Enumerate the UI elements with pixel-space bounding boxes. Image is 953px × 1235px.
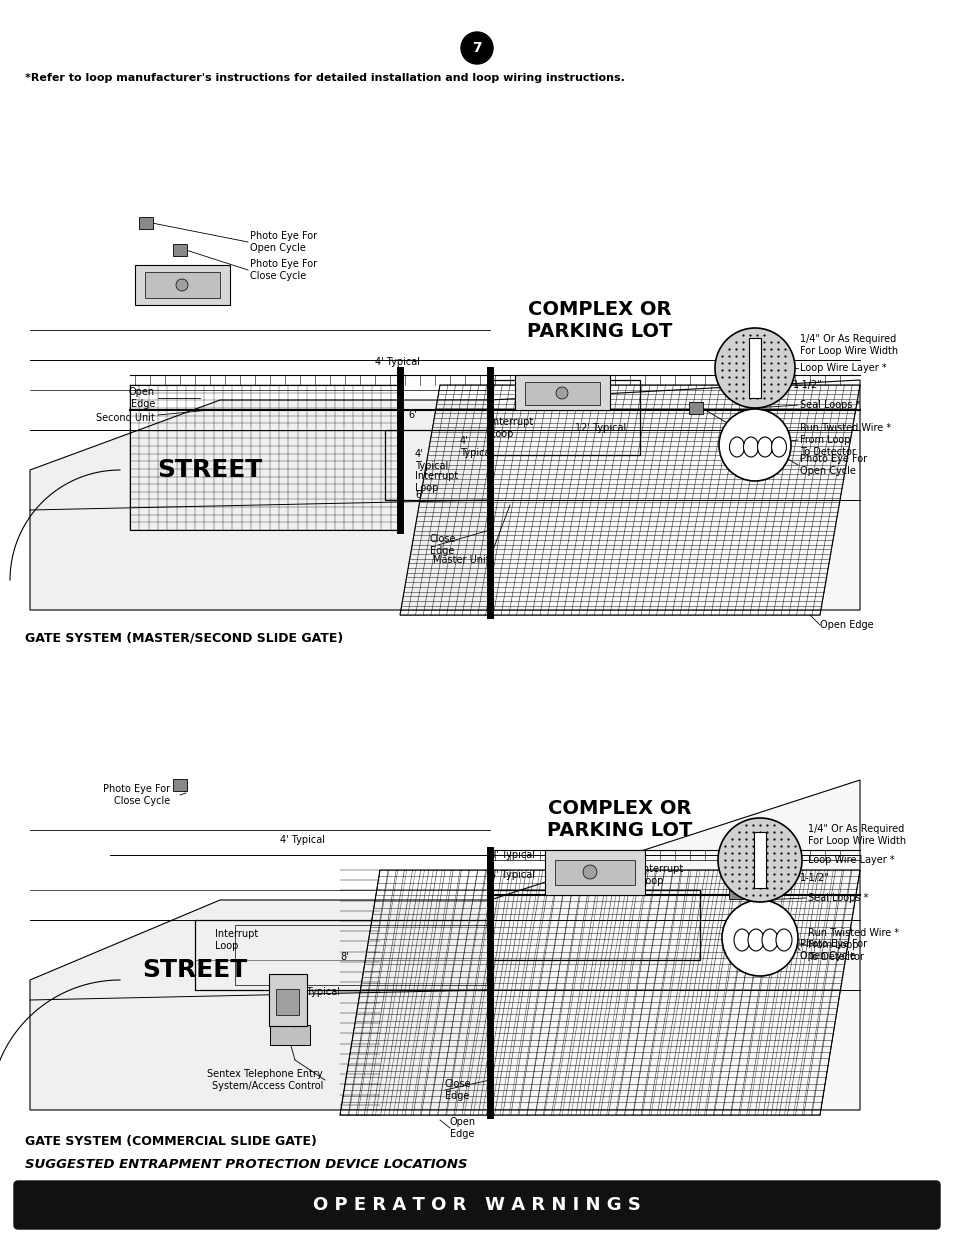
FancyBboxPatch shape [276, 989, 299, 1015]
Text: 1-1/2": 1-1/2" [800, 873, 829, 883]
Text: Photo Eye For
Close Cycle: Photo Eye For Close Cycle [250, 259, 316, 280]
Polygon shape [555, 860, 635, 885]
Text: Interrupt
Loop: Interrupt Loop [214, 929, 258, 951]
FancyBboxPatch shape [688, 403, 702, 414]
Polygon shape [135, 266, 230, 305]
Circle shape [721, 900, 797, 976]
Polygon shape [524, 382, 599, 405]
Circle shape [582, 864, 597, 879]
Text: Interrupt
Loop: Interrupt Loop [639, 864, 682, 885]
Text: 4' Typical: 4' Typical [280, 835, 325, 845]
Polygon shape [30, 900, 490, 1110]
FancyBboxPatch shape [172, 779, 187, 790]
Text: 4' Typical: 4' Typical [490, 869, 535, 881]
FancyBboxPatch shape [139, 217, 152, 228]
FancyBboxPatch shape [172, 245, 187, 256]
Ellipse shape [775, 929, 791, 951]
Text: 4' Typical: 4' Typical [375, 357, 419, 367]
FancyBboxPatch shape [728, 887, 742, 899]
Text: Master Unit: Master Unit [433, 555, 490, 564]
Ellipse shape [729, 437, 743, 457]
Text: Photo Eye For
Open Cycle: Photo Eye For Open Cycle [800, 454, 866, 475]
Text: 6': 6' [415, 490, 423, 500]
Text: Open
Edge: Open Edge [450, 1118, 476, 1139]
Text: Seal Loops *: Seal Loops * [807, 893, 867, 903]
Ellipse shape [757, 437, 772, 457]
Text: SUGGESTED ENTRAPMENT PROTECTION DEVICE LOCATIONS: SUGGESTED ENTRAPMENT PROTECTION DEVICE L… [25, 1158, 467, 1172]
Text: 6': 6' [408, 410, 416, 420]
Ellipse shape [733, 929, 749, 951]
Text: 8': 8' [339, 952, 348, 962]
Text: 4' Typical: 4' Typical [294, 987, 339, 997]
Ellipse shape [742, 437, 758, 457]
Text: Interrupt
Loop: Interrupt Loop [490, 417, 533, 438]
Text: 1/4" Or As Required
For Loop Wire Width: 1/4" Or As Required For Loop Wire Width [807, 824, 905, 846]
Text: 7: 7 [472, 41, 481, 56]
Text: Open Edge: Open Edge [820, 620, 873, 630]
Text: COMPLEX OR
PARKING LOT: COMPLEX OR PARKING LOT [547, 799, 692, 841]
Text: Sentex Telephone Entry
System/Access Control: Sentex Telephone Entry System/Access Con… [207, 1070, 323, 1091]
Text: Loop Wire Layer *: Loop Wire Layer * [807, 855, 894, 864]
Text: 12' Typical: 12' Typical [575, 424, 625, 433]
Text: Photo Eye For
Close Cycle: Photo Eye For Close Cycle [103, 784, 170, 805]
FancyBboxPatch shape [748, 338, 760, 398]
Text: STREET: STREET [157, 458, 262, 482]
Text: Close
Edge: Close Edge [444, 1079, 471, 1100]
Polygon shape [145, 272, 220, 298]
Text: Open
Edge: Open Edge [129, 388, 154, 409]
Ellipse shape [771, 437, 785, 457]
Text: Run Twisted Wire *
From Loop
To Detector: Run Twisted Wire * From Loop To Detector [800, 424, 890, 457]
Circle shape [714, 329, 794, 408]
Circle shape [175, 279, 188, 291]
Polygon shape [515, 375, 609, 410]
Text: COMPLEX OR
PARKING LOT: COMPLEX OR PARKING LOT [527, 300, 672, 341]
Text: 1-1/2": 1-1/2" [792, 380, 821, 390]
Text: *Refer to loop manufacturer's instructions for detailed installation and loop wi: *Refer to loop manufacturer's instructio… [25, 73, 624, 83]
FancyBboxPatch shape [269, 974, 307, 1026]
Text: Photo Eye For
Open Cycle: Photo Eye For Open Cycle [250, 231, 316, 253]
Text: O P E R A T O R   W A R N I N G S: O P E R A T O R W A R N I N G S [313, 1195, 640, 1214]
Ellipse shape [761, 929, 778, 951]
Polygon shape [270, 1025, 310, 1045]
Text: 4'
Typical: 4' Typical [415, 450, 448, 471]
Circle shape [556, 387, 567, 399]
Polygon shape [490, 380, 859, 610]
FancyBboxPatch shape [753, 832, 765, 888]
Text: Close
Edge: Close Edge [430, 535, 456, 556]
Text: 4'
Typical: 4' Typical [459, 436, 493, 458]
Text: Seal Loops *: Seal Loops * [800, 400, 860, 410]
FancyBboxPatch shape [14, 1181, 939, 1229]
Circle shape [460, 32, 493, 64]
Text: 1/4" Or As Required
For Loop Wire Width: 1/4" Or As Required For Loop Wire Width [800, 335, 897, 356]
Ellipse shape [747, 929, 763, 951]
Text: GATE SYSTEM (MASTER/SECOND SLIDE GATE): GATE SYSTEM (MASTER/SECOND SLIDE GATE) [25, 631, 343, 645]
Text: Second Unit: Second Unit [96, 412, 154, 424]
Text: Interrupt
Loop: Interrupt Loop [415, 472, 457, 493]
Text: 4' Typical: 4' Typical [490, 850, 535, 860]
Text: Loop Wire Layer *: Loop Wire Layer * [800, 363, 885, 373]
Text: Run Twisted Wire *
From Loop
To Detector: Run Twisted Wire * From Loop To Detector [807, 929, 898, 962]
Polygon shape [490, 781, 859, 1110]
Polygon shape [30, 400, 490, 610]
Text: GATE SYSTEM (COMMERCIAL SLIDE GATE): GATE SYSTEM (COMMERCIAL SLIDE GATE) [25, 1135, 316, 1149]
Text: Photo Eye For
Open Cycle: Photo Eye For Open Cycle [800, 939, 866, 961]
Circle shape [719, 409, 790, 480]
Circle shape [718, 818, 801, 902]
Text: STREET: STREET [142, 958, 248, 982]
Polygon shape [544, 850, 644, 895]
